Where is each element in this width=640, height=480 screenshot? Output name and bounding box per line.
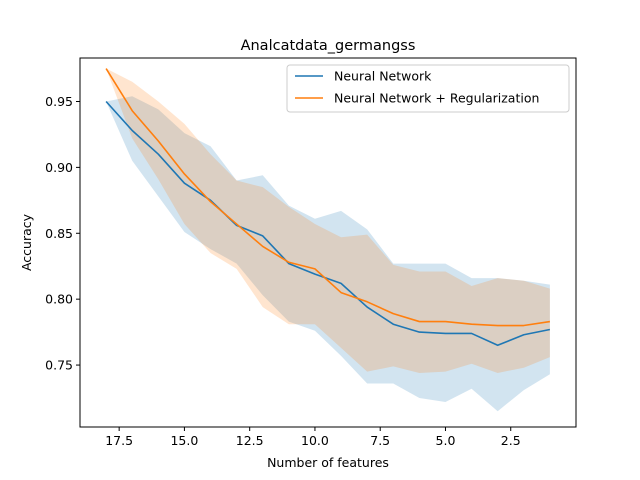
y-tick-label: 0.75 xyxy=(45,358,73,373)
x-tick-label: 7.5 xyxy=(370,433,390,448)
x-tick-label: 2.5 xyxy=(501,433,521,448)
series-line-0 xyxy=(105,100,551,347)
x-tick-label: 17.5 xyxy=(105,433,133,448)
legend: Neural Network Neural Network + Regulariz… xyxy=(286,64,570,113)
y-tick-label: 0.95 xyxy=(45,94,73,109)
chart-title: Analcatdata_germangss xyxy=(241,38,416,54)
legend-label-0: Neural Network xyxy=(334,69,432,84)
series-lines xyxy=(105,68,551,347)
x-tick-label: 10.0 xyxy=(301,433,329,448)
x-tick-label: 5.0 xyxy=(436,433,456,448)
y-tick-label: 0.85 xyxy=(45,226,73,241)
y-axis-ticks: 0.75 0.80 0.85 0.90 0.95 xyxy=(45,94,80,373)
y-tick-label: 0.80 xyxy=(45,292,73,307)
x-axis-ticks: 17.5 15.0 12.5 10.0 7.5 5.0 2.5 xyxy=(105,427,521,448)
y-axis-label: Accuracy xyxy=(19,213,34,271)
legend-box xyxy=(286,64,570,113)
series-band-1 xyxy=(106,68,550,373)
legend-label-1: Neural Network + Regularization xyxy=(334,91,539,106)
x-tick-label: 12.5 xyxy=(236,433,264,448)
x-axis-label: Number of features xyxy=(267,455,389,470)
x-tick-label: 15.0 xyxy=(170,433,198,448)
axes-frame xyxy=(79,57,577,428)
series-line-1 xyxy=(105,68,551,327)
y-tick-label: 0.90 xyxy=(45,160,73,175)
